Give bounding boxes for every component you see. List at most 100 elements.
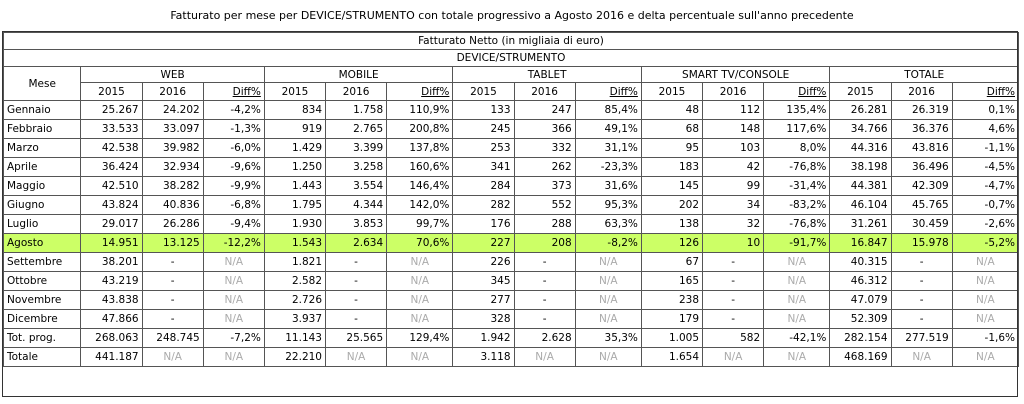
value-cell: -4,2% — [202, 100, 265, 120]
value-cell: 165 — [640, 271, 704, 291]
value-cell: 133 — [452, 100, 515, 120]
value-cell: 35,3% — [574, 328, 642, 348]
value-cell: 138 — [640, 214, 704, 234]
value-cell: 70,6% — [386, 233, 454, 253]
value-cell: 282 — [452, 195, 515, 215]
value-cell: 2.582 — [263, 271, 327, 291]
value-cell: 373 — [513, 176, 576, 196]
column-sub-header: 2015 — [263, 82, 327, 101]
value-cell: - — [324, 271, 388, 291]
value-cell: 25.267 — [80, 100, 143, 120]
value-cell: 1.930 — [263, 214, 327, 234]
value-cell: 38.282 — [141, 176, 204, 196]
column-sub-header: Diff% — [386, 82, 454, 101]
value-cell: 110,9% — [386, 100, 454, 120]
value-cell: - — [141, 271, 204, 291]
value-cell: - — [890, 271, 953, 291]
value-cell: 67 — [640, 252, 704, 272]
value-cell: - — [702, 309, 765, 329]
value-cell: 10 — [702, 233, 765, 253]
value-cell: N/A — [513, 347, 576, 367]
value-cell: 328 — [452, 309, 515, 329]
column-group-header: SMART TV/CONSOLE — [640, 66, 831, 83]
value-cell: 4,6% — [951, 119, 1020, 139]
value-cell: 277.519 — [890, 328, 953, 348]
value-cell: N/A — [202, 271, 265, 291]
month-cell: Ottobre — [2, 271, 82, 291]
value-cell: 32 — [702, 214, 765, 234]
value-cell: 36.376 — [890, 119, 953, 139]
value-cell: 47.866 — [80, 309, 143, 329]
value-cell: -23,3% — [574, 157, 642, 177]
value-cell: N/A — [202, 290, 265, 310]
month-cell: Aprile — [2, 157, 82, 177]
table-row: Settembre 38.201- N/A 1.821- N/A 226- N/A 67- N/… — [2, 252, 1020, 272]
value-cell: 52.309 — [829, 309, 892, 329]
value-cell: 31.261 — [829, 214, 892, 234]
column-sub-header: 2016 — [141, 82, 204, 101]
value-cell: -6,8% — [202, 195, 265, 215]
month-cell: Settembre — [2, 252, 82, 272]
value-cell: 29.017 — [80, 214, 143, 234]
value-cell: 2.628 — [513, 328, 576, 348]
value-cell: 48 — [640, 100, 704, 120]
value-cell: 468.169 — [829, 347, 892, 367]
value-cell: 1.758 — [324, 100, 388, 120]
value-cell: 34 — [702, 195, 765, 215]
table-row: Marzo 42.538 39.982 -6,0% 1.429 3.399 137,8% 25… — [2, 138, 1020, 158]
value-cell: -8,2% — [574, 233, 642, 253]
value-cell: 1.443 — [263, 176, 327, 196]
value-cell: - — [141, 290, 204, 310]
value-cell: 13.125 — [141, 233, 204, 253]
value-cell: 919 — [263, 119, 327, 139]
value-cell: - — [702, 290, 765, 310]
value-cell: 262 — [513, 157, 576, 177]
value-cell: 332 — [513, 138, 576, 158]
value-cell: 38.198 — [829, 157, 892, 177]
value-cell: 148 — [702, 119, 765, 139]
value-cell: 22.210 — [263, 347, 327, 367]
value-cell: 45.765 — [890, 195, 953, 215]
value-cell: -4,7% — [951, 176, 1020, 196]
value-cell: N/A — [324, 347, 388, 367]
value-cell: 834 — [263, 100, 327, 120]
value-cell: 3.853 — [324, 214, 388, 234]
value-cell: 24.202 — [141, 100, 204, 120]
month-cell: Luglio — [2, 214, 82, 234]
value-cell: - — [702, 271, 765, 291]
value-cell: 15.978 — [890, 233, 953, 253]
value-cell: -4,5% — [951, 157, 1020, 177]
value-cell: N/A — [763, 347, 831, 367]
value-cell: - — [513, 271, 576, 291]
table-row: Tot. prog. 268.063 248.745 -7,2% 11.143 25.56… — [2, 328, 1020, 348]
value-cell: 26.319 — [890, 100, 953, 120]
value-cell: N/A — [574, 271, 642, 291]
value-cell: 44.381 — [829, 176, 892, 196]
revenue-table: Fatturato Netto (in migliaia di euro) DE… — [2, 32, 1020, 367]
column-header-mese: Mese — [2, 66, 82, 101]
value-cell: N/A — [763, 271, 831, 291]
value-cell: - — [513, 252, 576, 272]
month-cell: Novembre — [2, 290, 82, 310]
value-cell: 36.424 — [80, 157, 143, 177]
value-cell: - — [702, 252, 765, 272]
value-cell: N/A — [574, 252, 642, 272]
value-cell: - — [141, 309, 204, 329]
value-cell: 99 — [702, 176, 765, 196]
value-cell: 8,0% — [763, 138, 831, 158]
value-cell: 33.533 — [80, 119, 143, 139]
value-cell: 112 — [702, 100, 765, 120]
value-cell: - — [890, 290, 953, 310]
value-cell: 137,8% — [386, 138, 454, 158]
value-cell: 0,1% — [951, 100, 1020, 120]
table-row: Ottobre 43.219- N/A 2.582- N/A 345- N/A 165- N/A… — [2, 271, 1020, 291]
report-caption: Fatturato per mese per DEVICE/STRUMENTO … — [170, 9, 854, 22]
table-row: Novembre 43.838- N/A 2.726- N/A 277- N/A 238- N/… — [2, 290, 1020, 310]
value-cell: 226 — [452, 252, 515, 272]
value-cell: 2.726 — [263, 290, 327, 310]
value-cell: 200,8% — [386, 119, 454, 139]
value-cell: - — [890, 252, 953, 272]
value-cell: N/A — [574, 347, 642, 367]
value-cell: 208 — [513, 233, 576, 253]
month-cell: Maggio — [2, 176, 82, 196]
